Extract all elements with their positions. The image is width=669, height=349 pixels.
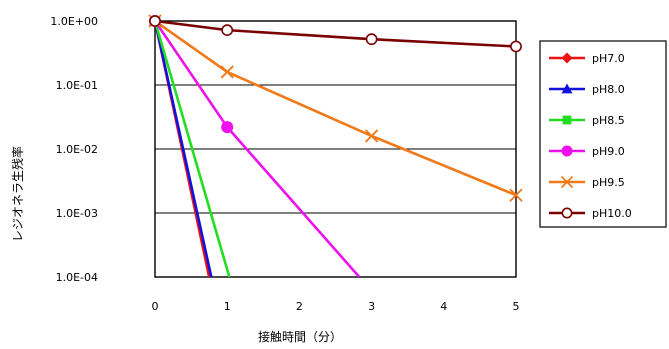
data-point [562,115,572,125]
gridlines [155,84,516,214]
legend-label: pH9.0 [592,145,625,158]
x-tick-labels: 0 1 2 3 4 5 [152,300,520,313]
data-point [220,65,234,79]
data-point [560,175,574,189]
series-line [155,21,516,197]
y-tick-label: 1.0E-02 [56,143,98,156]
series-layer [155,21,516,277]
legend-label: pH9.5 [592,176,625,189]
data-point-stroke [364,129,379,143]
x-tick-label: 3 [368,300,375,313]
data-point [561,145,573,157]
x-tick-label: 4 [440,300,447,313]
y-tick-label: 1.0E-01 [56,79,98,92]
data-point [149,15,161,27]
data-point [510,40,522,53]
x-axis-title: 接触時間（分） [258,329,342,344]
data-point [365,33,378,46]
y-tick-label: 1.0E+00 [50,15,98,28]
series-line [155,21,213,277]
y-tick-labels: 1.0E-04 1.0E-03 1.0E-02 1.0E-01 1.0E+00 [50,15,98,284]
x-tick-label: 2 [296,300,303,313]
data-point [561,207,573,219]
data-point-stroke [220,65,234,79]
marker-layer [148,14,523,202]
series-line [155,21,516,48]
data-point [561,52,573,64]
data-point [561,83,573,94]
y-tick-label: 1.0E-04 [56,271,98,284]
data-point [364,129,379,143]
legend-box [539,40,667,228]
legend-label: pH7.0 [592,52,625,65]
legend-label: pH10.0 [592,207,632,220]
y-axis-title: レジオネラ生残率 [10,146,25,242]
data-point-stroke [509,188,523,202]
legend-items: pH7.0 pH8.0 pH8.5 pH9.0 pH9.5 pH10.0 [549,52,632,220]
legend-label: pH8.5 [592,114,625,127]
y-tick-label: 1.0E-03 [56,207,98,220]
data-point [509,188,523,202]
legend-label: pH8.0 [592,83,625,96]
series-line [155,21,231,277]
x-tick-label: 5 [513,300,520,313]
x-tick-label: 1 [224,300,231,313]
x-tick-label: 0 [152,300,159,313]
data-point [221,121,234,134]
legend: pH7.0 pH8.0 pH8.5 pH9.0 pH9.5 pH10.0 [539,40,667,228]
data-point [221,24,234,37]
data-point-stroke [560,175,574,189]
